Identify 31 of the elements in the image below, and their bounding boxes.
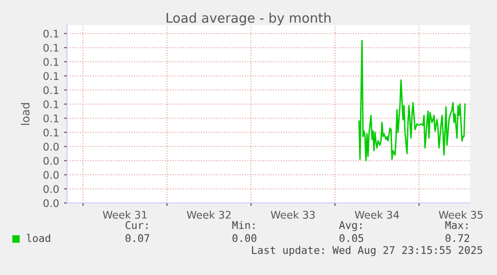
x-tick-label: Week 33 bbox=[270, 210, 315, 219]
text: Max: bbox=[445, 221, 468, 230]
y-tick-label: 0.0 bbox=[43, 170, 59, 179]
y-tick-label: 0.0 bbox=[43, 156, 59, 165]
y-tick-label: 0.1 bbox=[43, 58, 58, 66]
chart-title: Load average - by month bbox=[166, 12, 330, 26]
x-tick-label: Week 31 bbox=[102, 210, 147, 219]
text: 0.00 bbox=[232, 234, 256, 242]
y-tick-label: 0.0 bbox=[43, 185, 59, 193]
text: 0.72 bbox=[446, 234, 470, 242]
text: Min: bbox=[232, 220, 254, 229]
text: 0.07 bbox=[126, 234, 150, 242]
y-tick-label: 0.1 bbox=[43, 86, 58, 94]
y-tick-label: 0.0 bbox=[43, 142, 59, 151]
y-tick-label: 0.0 bbox=[43, 199, 59, 208]
text: Avg: bbox=[339, 221, 362, 232]
y-axis-title: load bbox=[20, 103, 30, 125]
legend-label: load bbox=[26, 234, 50, 242]
y-tick-label: 0.1 bbox=[43, 114, 58, 122]
line-series bbox=[358, 40, 466, 162]
y-tick-label: 0.1 bbox=[43, 72, 58, 80]
x-tick-label: Week 34 bbox=[354, 210, 399, 219]
y-tick-label: 0.1 bbox=[43, 44, 58, 52]
text: 0.05 bbox=[340, 234, 364, 242]
y-tick-label: 0.1 bbox=[43, 100, 58, 108]
text: Last update: Wed Aug 27 23:15:55 2025 bbox=[252, 246, 482, 256]
x-tick-label: Week 35 bbox=[438, 210, 483, 219]
text: Cur: bbox=[126, 221, 148, 230]
y-tick-label: 0.1 bbox=[43, 128, 58, 136]
y-tick-label: 0.1 bbox=[43, 30, 58, 38]
x-tick-label: Week 32 bbox=[186, 210, 231, 219]
